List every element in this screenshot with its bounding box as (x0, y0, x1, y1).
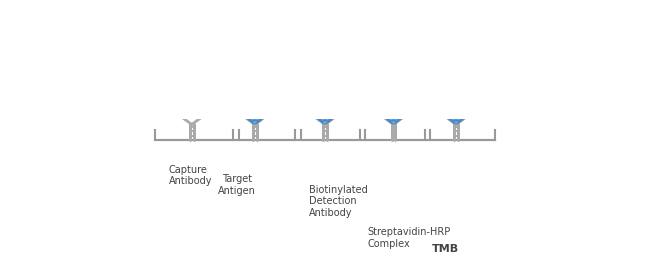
Circle shape (472, 25, 486, 38)
Circle shape (385, 30, 402, 47)
Circle shape (472, 25, 486, 38)
Circle shape (389, 48, 398, 58)
Text: Target
Antigen: Target Antigen (218, 174, 256, 196)
Text: A: A (453, 49, 459, 58)
Polygon shape (454, 66, 459, 73)
Text: A: A (391, 49, 396, 58)
Circle shape (448, 30, 464, 47)
Circle shape (474, 27, 479, 32)
Text: HRP: HRP (385, 35, 402, 41)
Polygon shape (391, 66, 396, 73)
Polygon shape (322, 66, 328, 73)
Text: TMB: TMB (432, 244, 460, 254)
Circle shape (470, 23, 488, 41)
Text: Biotinylated
Detection
Antibody: Biotinylated Detection Antibody (309, 185, 367, 218)
Text: HRP: HRP (448, 35, 465, 41)
Circle shape (465, 18, 492, 45)
Text: Capture
Antibody: Capture Antibody (168, 165, 212, 186)
Text: Streptavidin-HRP
Complex: Streptavidin-HRP Complex (368, 227, 451, 249)
Circle shape (451, 48, 462, 58)
Circle shape (467, 21, 490, 43)
